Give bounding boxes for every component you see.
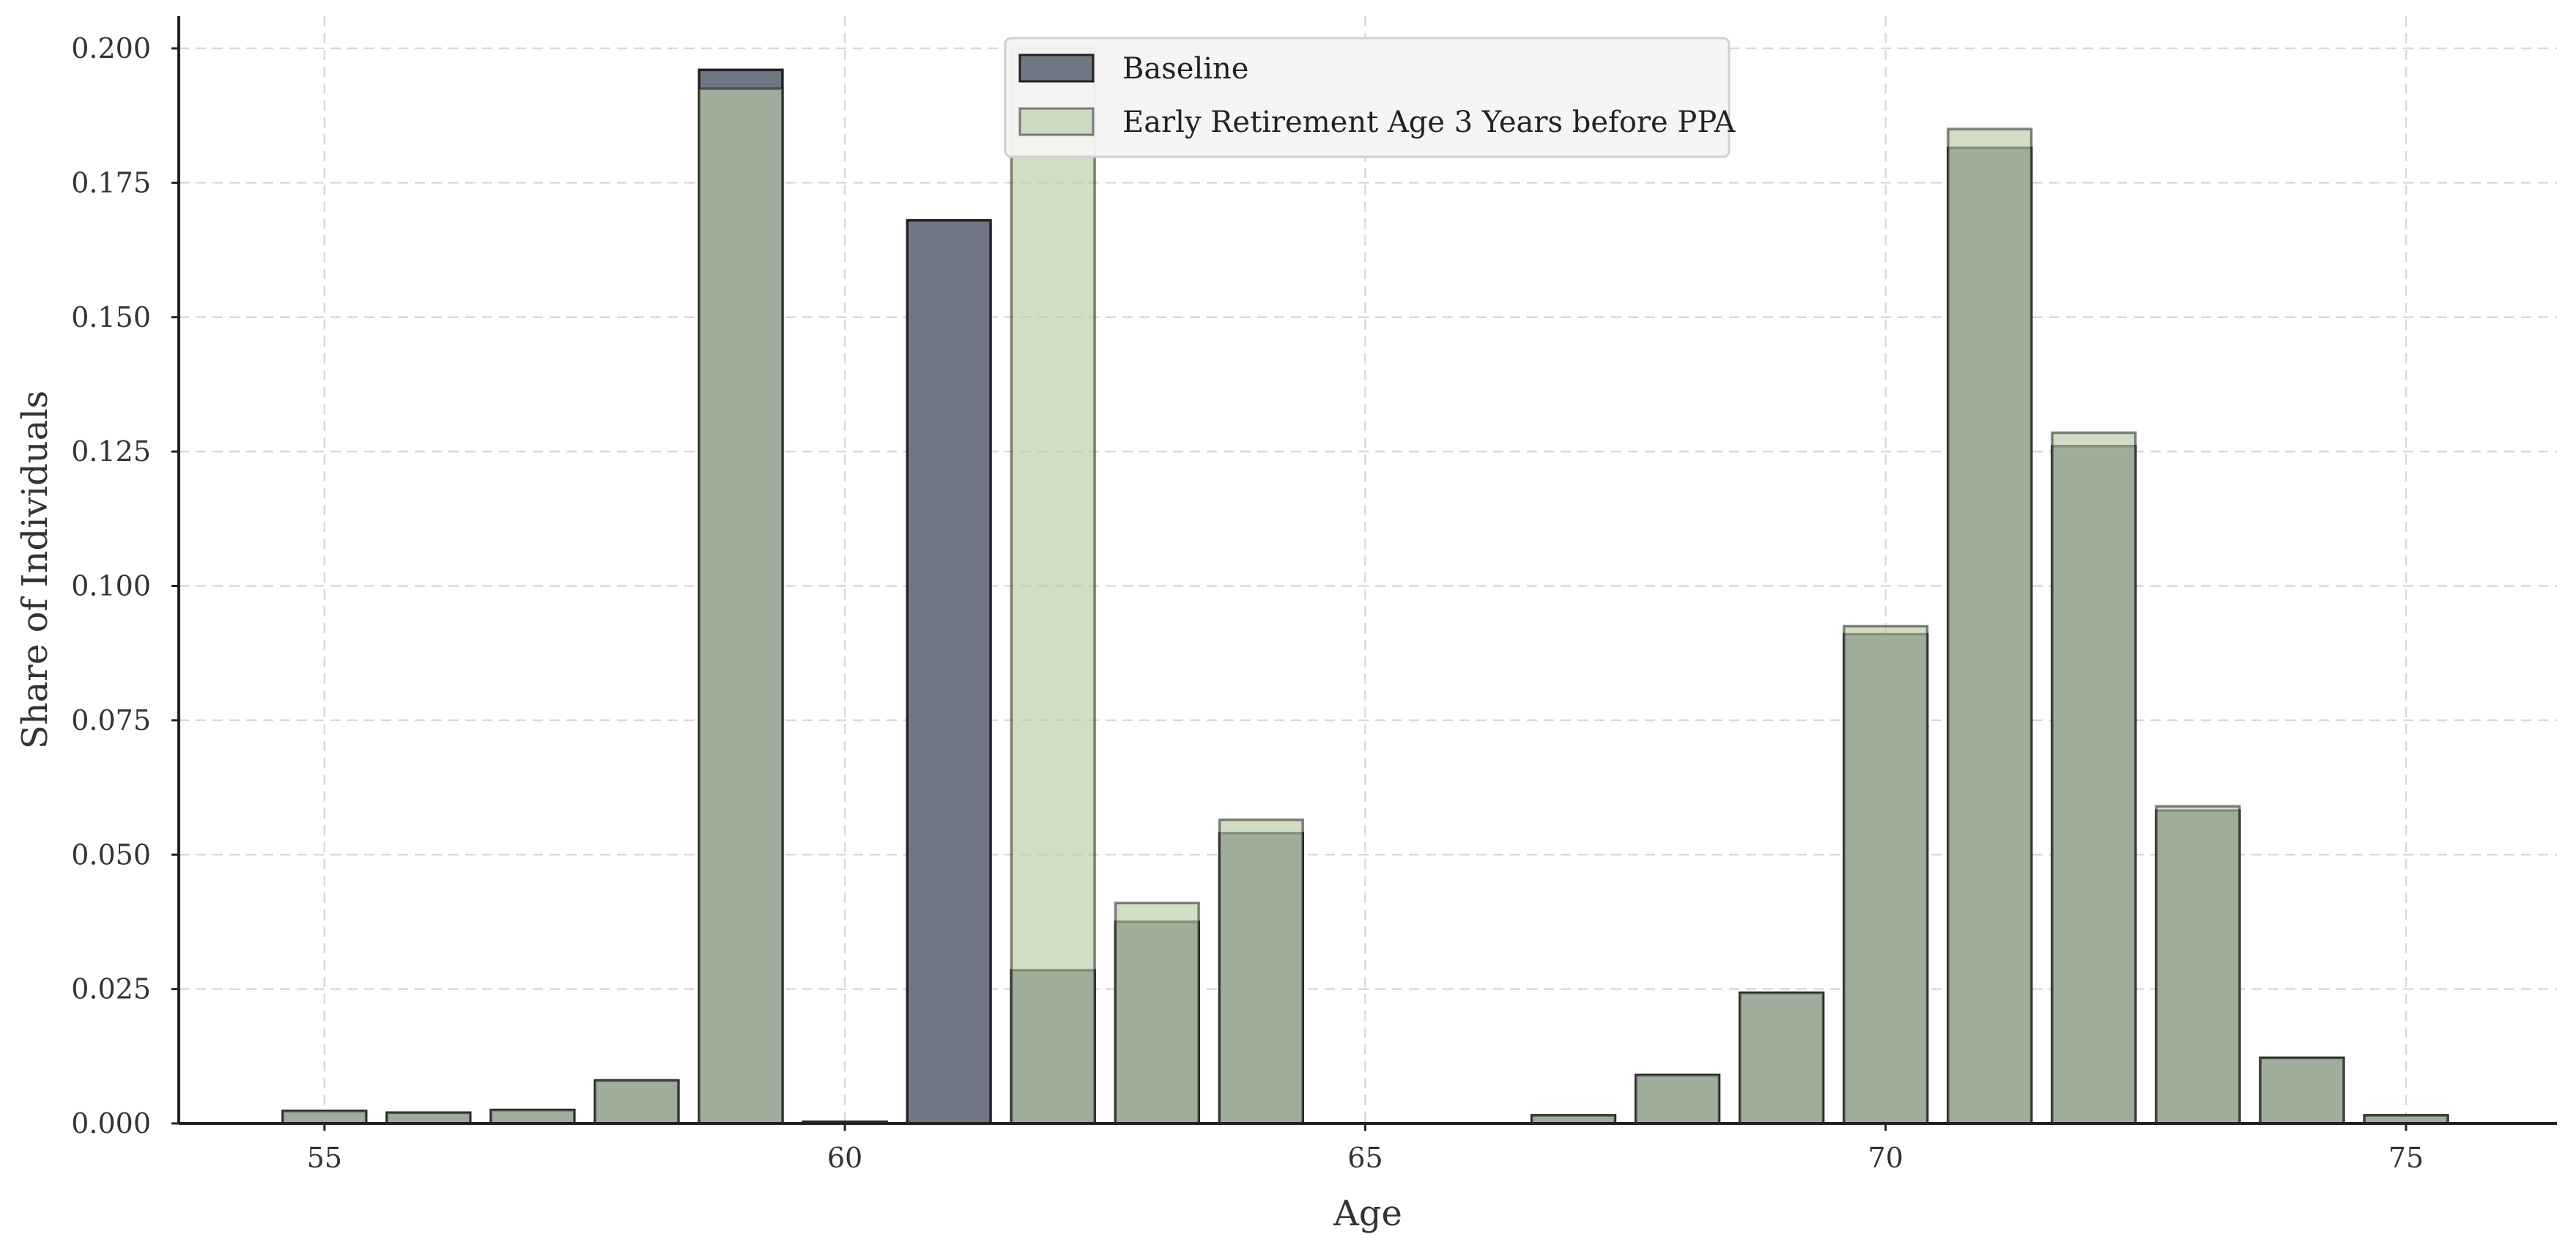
legend-label-early-retirement: Early Retirement Age 3 Years before PPA bbox=[1122, 106, 1736, 139]
x-ticks: 55 60 65 70 75 bbox=[307, 1123, 2424, 1174]
y-tick-label-0: 0.000 bbox=[71, 1107, 151, 1140]
y-tick-label-3: 0.075 bbox=[71, 704, 151, 736]
y-tick-label-5: 0.125 bbox=[71, 435, 151, 468]
bar-early-retirement-age-62 bbox=[1010, 47, 1096, 1125]
bar-early-retirement-age-56 bbox=[385, 1111, 472, 1125]
legend-swatch-early-retirement bbox=[1018, 107, 1095, 136]
y-tick-label-6: 0.150 bbox=[71, 301, 151, 333]
bar-early-retirement-age-58 bbox=[593, 1079, 680, 1125]
bar-early-retirement-age-74 bbox=[2259, 1056, 2345, 1125]
axes bbox=[177, 16, 2557, 1125]
bar-early-retirement-age-70 bbox=[1843, 624, 1929, 1125]
bar-early-retirement-age-68 bbox=[1635, 1074, 1721, 1125]
y-tick-label-4: 0.100 bbox=[71, 570, 151, 602]
x-axis-title: Age bbox=[1333, 1193, 1402, 1234]
x-tick-label-4: 75 bbox=[2388, 1142, 2424, 1174]
legend-swatch-baseline bbox=[1018, 53, 1095, 83]
x-tick-label-0: 55 bbox=[307, 1142, 342, 1174]
legend-label-baseline: Baseline bbox=[1122, 52, 1248, 86]
bar-early-retirement-age-57 bbox=[489, 1108, 576, 1125]
bar-early-retirement-age-72 bbox=[2051, 431, 2137, 1125]
y-tick-label-2: 0.050 bbox=[71, 838, 151, 871]
bar-early-retirement-age-63 bbox=[1114, 901, 1200, 1125]
y-tick-label-7: 0.175 bbox=[71, 166, 151, 199]
series-early-retirement bbox=[281, 47, 2449, 1125]
bar-early-retirement-age-64 bbox=[1218, 818, 1304, 1125]
bar-baseline-age-61 bbox=[906, 218, 992, 1125]
y-tick-label-1: 0.025 bbox=[71, 973, 151, 1005]
bar-early-retirement-age-55 bbox=[281, 1110, 368, 1125]
x-tick-label-1: 60 bbox=[827, 1142, 862, 1174]
bar-early-retirement-age-71 bbox=[1947, 128, 2033, 1125]
bar-early-retirement-age-59 bbox=[697, 87, 784, 1125]
bar-early-retirement-age-69 bbox=[1739, 992, 1825, 1125]
bar-early-retirement-age-73 bbox=[2155, 805, 2241, 1125]
y-tick-label-8: 0.200 bbox=[71, 32, 151, 64]
x-tick-label-3: 70 bbox=[1868, 1142, 1903, 1174]
x-tick-label-2: 65 bbox=[1347, 1142, 1383, 1174]
y-ticks: 0.000 0.025 0.050 0.075 0.100 0.125 0.150 0.175… bbox=[71, 32, 179, 1140]
legend-box bbox=[1004, 37, 1731, 158]
legend: Baseline Early Retirement Age 3 Years be… bbox=[1004, 37, 1736, 158]
y-axis-title: Share of Individuals bbox=[15, 391, 56, 750]
